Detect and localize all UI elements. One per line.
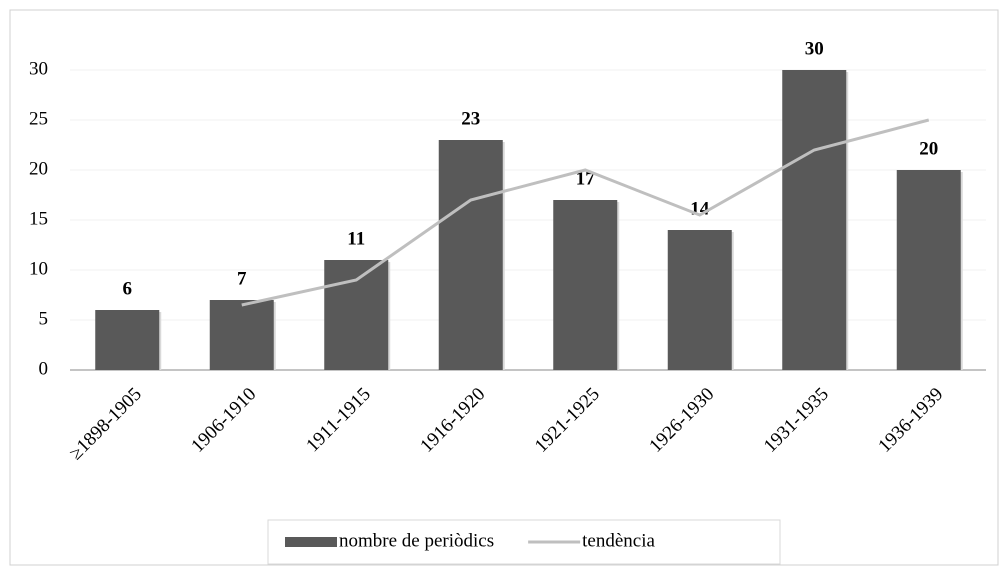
bar [667,230,732,370]
data-label: 6 [123,278,133,299]
bar [438,140,503,370]
bar [782,70,847,370]
bar [95,310,160,370]
bar [324,260,389,370]
y-tick-label: 20 [29,158,48,179]
y-tick-label: 30 [29,58,48,79]
bar [896,170,961,370]
bar [553,200,618,370]
legend-box [267,519,781,565]
data-label: 30 [805,38,824,59]
data-label: 11 [347,228,365,249]
legend-label: nombre de periòdics [339,530,494,551]
data-label: 7 [237,268,247,289]
data-label: 20 [919,138,938,159]
data-label: 23 [461,108,480,129]
legend-swatch [285,537,337,547]
trend-line [241,118,930,307]
y-tick-label: 15 [29,208,48,229]
y-tick-label: 10 [29,258,48,279]
y-tick-label: 5 [39,308,49,329]
y-tick-label: 25 [29,108,48,129]
legend-label: tendència [582,530,655,551]
bar [209,300,274,370]
y-tick-label: 0 [39,358,49,379]
